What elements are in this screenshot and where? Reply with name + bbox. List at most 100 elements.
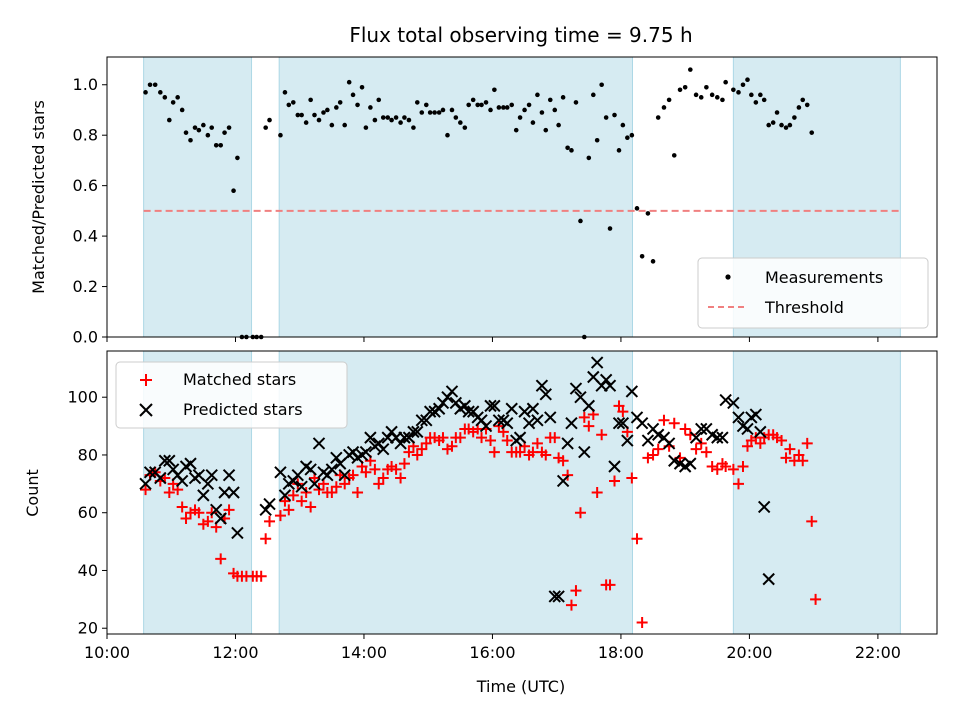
- legend-measurements-label: Measurements: [765, 268, 883, 287]
- measurement-point: [625, 135, 630, 141]
- measurement-point: [666, 97, 672, 103]
- predicted-star-point: [364, 431, 377, 444]
- x-tick-label: 12:00: [212, 643, 258, 662]
- ratio-legend: Measurements Threshold: [697, 257, 929, 329]
- matched-star-point: [176, 501, 188, 513]
- predicted-star-point: [754, 425, 767, 439]
- measurement-point: [594, 137, 600, 143]
- matched-star-point: [215, 553, 227, 565]
- measurement-point: [167, 117, 172, 123]
- measurement-point: [419, 110, 425, 115]
- measurement-point: [530, 120, 536, 125]
- measurement-point: [496, 105, 502, 110]
- measurement-point: [501, 105, 506, 110]
- predicted-star-point: [330, 451, 343, 465]
- matched-star-point: [377, 472, 389, 484]
- predicted-star-point: [445, 385, 459, 398]
- measurement-point: [517, 115, 523, 120]
- predicted-star-point: [732, 411, 745, 424]
- measurement-point: [267, 117, 272, 123]
- measurement-point: [779, 122, 784, 128]
- matched-stars-series: [140, 400, 822, 628]
- predicted-star-point: [163, 454, 176, 467]
- predicted-star-point: [561, 437, 574, 450]
- measurement-point: [573, 100, 579, 105]
- matched-star-point: [373, 478, 385, 490]
- measurement-point: [427, 110, 433, 115]
- matched-star-point: [540, 449, 552, 461]
- measurement-point: [411, 125, 416, 130]
- matched-star-point: [283, 504, 295, 516]
- predicted-star-point: [548, 590, 561, 603]
- x-tick-label: 22:00: [855, 643, 901, 662]
- predicted-star-point: [359, 445, 373, 459]
- measurement-point: [539, 110, 545, 115]
- x-tick-label: 20:00: [726, 643, 772, 662]
- measurement-point: [650, 259, 656, 264]
- measurement-point: [504, 105, 510, 110]
- matched-star-point: [398, 458, 410, 470]
- measurement-point: [543, 127, 549, 133]
- measurement-point: [201, 122, 206, 128]
- predicted-star-point: [762, 572, 775, 586]
- measurement-point: [586, 155, 592, 161]
- ratio-y-label: Matched/Predicted stars: [29, 100, 48, 294]
- measurement-point: [513, 127, 519, 133]
- matched-star-point: [609, 475, 621, 487]
- measurement-point: [720, 97, 725, 103]
- predicted-star-point: [662, 437, 676, 450]
- matched-star-point: [574, 507, 586, 519]
- legend-matched-label: Matched stars: [183, 370, 296, 389]
- measurement-point: [282, 90, 288, 95]
- matched-star-point: [784, 443, 796, 455]
- predicted-star-point: [684, 457, 697, 470]
- measurement-point: [449, 107, 455, 113]
- measurement-point: [655, 115, 661, 120]
- measurement-point: [688, 67, 693, 72]
- matched-star-point: [403, 446, 415, 458]
- predicted-star-point: [312, 437, 326, 450]
- matched-star-point: [631, 533, 643, 545]
- matched-star-point: [658, 414, 670, 426]
- measurement-point: [445, 132, 450, 138]
- measurement-point: [488, 107, 493, 113]
- matched-star-point: [416, 443, 428, 455]
- measurement-point: [205, 132, 211, 138]
- matched-star-point: [437, 432, 449, 444]
- matched-star-point: [711, 463, 723, 475]
- measurement-point: [714, 95, 720, 100]
- measurement-point: [385, 115, 391, 120]
- measurement-point: [462, 125, 468, 130]
- measurement-point: [698, 95, 704, 100]
- measurement-point: [547, 97, 553, 103]
- predicted-star-point: [394, 437, 407, 450]
- measurement-point: [800, 97, 806, 103]
- measurement-point: [535, 92, 540, 98]
- measurement-point: [337, 100, 343, 105]
- predicted-star-point: [492, 414, 506, 427]
- measurement-point: [761, 97, 767, 103]
- measurement-point: [355, 102, 360, 108]
- measurement-point: [693, 92, 699, 98]
- measurement-point: [175, 95, 180, 100]
- matched-star-point: [720, 461, 732, 473]
- y-tick-label: 0.8: [73, 126, 98, 145]
- matched-star-point: [810, 593, 822, 605]
- count-legend-box: [115, 361, 348, 429]
- matched-star-point: [369, 463, 381, 475]
- matched-star-point: [330, 481, 342, 493]
- matched-star-point: [531, 437, 543, 449]
- measurement-point: [749, 92, 754, 98]
- measurement-point: [346, 79, 352, 85]
- predicted-star-point: [590, 356, 604, 369]
- predicted-star-point: [531, 414, 544, 427]
- matched-star-point: [514, 446, 526, 458]
- legend-predicted-label: Predicted stars: [183, 400, 303, 419]
- matched-star-point: [193, 507, 205, 519]
- measurement-point: [393, 115, 399, 120]
- measurement-point: [774, 110, 780, 115]
- matched-star-point: [454, 432, 466, 444]
- predicted-star-point: [565, 416, 578, 430]
- matched-star-point: [636, 616, 648, 628]
- measurement-point: [682, 84, 688, 90]
